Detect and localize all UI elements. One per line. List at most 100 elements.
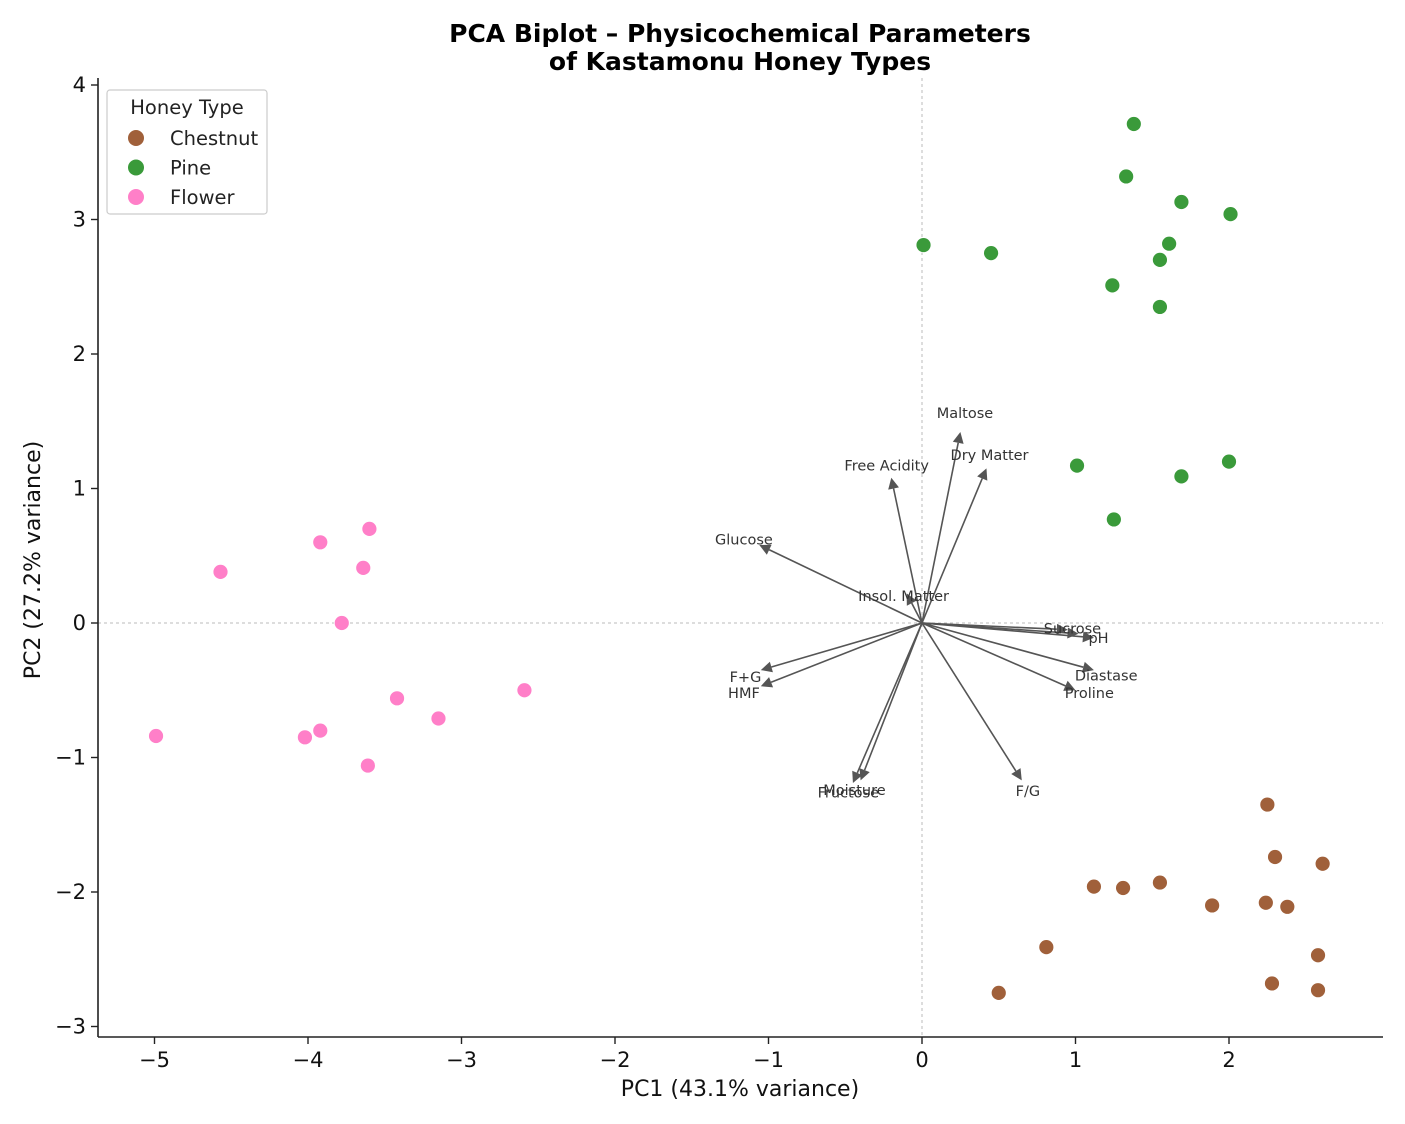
loading-shaft [768,549,923,624]
legend: Honey Type Chestnut Pine Flower [106,89,268,215]
loading-label: Insol. Matter [858,589,949,605]
data-point-pine [915,237,932,253]
loading-vector [921,622,1094,673]
loading-label: Dry Matter [951,448,1029,464]
data-point-chestnut [1115,880,1131,896]
loading-arrowhead [760,677,774,688]
legend-label-pine: Pine [170,157,211,180]
loading-label: Maltose [937,406,994,422]
data-point-chestnut [1310,982,1326,999]
x-axis-label: PC1 (43.1% variance) [621,1077,859,1102]
data-point-flower [355,559,372,576]
data-point-flower [359,757,376,774]
x-tick-label: 2 [1222,1048,1235,1072]
loading-arrowhead [852,770,863,784]
loading-vector [921,622,1022,781]
legend-marker-chestnut [128,130,144,146]
data-point-pine [1152,251,1168,268]
loading-shaft [863,622,923,771]
y-tick-label: 1 [73,477,86,501]
loading-shaft [771,622,923,668]
loading-arrowhead [888,477,899,490]
data-point-chestnut [1038,939,1055,956]
loading-shaft [911,602,923,624]
loading-shaft [921,622,1084,668]
data-point-pine [1118,168,1135,185]
loading-arrowhead [1063,680,1076,691]
zero-reference-lines [98,78,1383,1037]
data-point-flower [516,682,533,699]
loading-label: HMF [728,686,760,702]
data-point-chestnut [1314,855,1331,872]
data-point-chestnut [1279,898,1296,915]
data-point-pine [1069,457,1085,474]
loading-vector [921,622,1076,691]
loading-vectors [759,432,1094,784]
legend-marker-pine [128,159,144,176]
data-point-flower [148,728,164,744]
legend-box [106,89,268,215]
x-tick-label: 0 [915,1048,928,1072]
x-tick-label: −1 [753,1048,784,1072]
data-point-flower [312,534,329,551]
loading-vector [760,622,923,688]
y-tick-label: −1 [55,746,86,770]
data-point-pine [1173,194,1190,210]
x-tick-label: 1 [1069,1048,1082,1072]
data-point-pine [1222,206,1239,223]
loading-label: F+G [730,670,762,686]
y-tick-label: 2 [73,342,86,366]
loading-arrowhead [1081,661,1094,673]
loading-label: Proline [1065,686,1114,702]
data-point-chestnut [1264,975,1280,992]
legend-entries: Chestnut Pine Flower [128,127,258,209]
y-axis-ticks: −3 −2 −1 0 1 2 3 4 [55,73,98,1039]
loading-shaft [921,478,983,624]
y-tick-label: −3 [55,1015,86,1039]
data-point-chestnut [1257,894,1274,911]
loading-label: Fructose [818,785,880,801]
chart-title: PCA Biplot – Physicochemical Parameters … [449,19,1031,76]
y-tick-label: 3 [73,208,86,232]
chart-title-line-2: of Kastamonu Honey Types [549,47,931,76]
data-point-chestnut [1152,874,1168,891]
loading-label: Glucose [715,533,773,549]
data-point-pine [1173,468,1190,485]
loading-vector [852,622,923,784]
data-point-chestnut [1259,796,1276,813]
loading-vector [921,622,1079,639]
loading-vector [921,432,964,624]
series-pine [915,116,1239,528]
data-point-flower [333,615,350,631]
loading-shaft [921,622,1017,772]
data-point-pine [1152,299,1168,315]
data-point-pine [1221,453,1237,470]
data-point-pine [1104,277,1121,294]
loading-shaft [921,622,1068,634]
loading-shaft [921,442,959,624]
x-tick-label: −5 [139,1048,170,1072]
loading-arrowhead [760,661,773,673]
loading-shaft [921,622,1066,687]
data-point-flower [297,729,313,746]
loading-vector [859,622,923,781]
loading-arrowhead [1082,631,1094,643]
scatter-points [148,116,1331,1001]
data-point-flower [312,722,329,739]
loading-label: pH [1088,631,1108,647]
legend-title: Honey Type [130,96,243,119]
loading-arrowhead [1067,627,1079,639]
data-point-flower [389,690,405,707]
data-point-chestnut [1204,897,1221,914]
data-point-pine [1125,116,1142,132]
legend-label-chestnut: Chestnut [170,127,258,150]
loading-arrowhead [906,593,917,606]
y-tick-label: 4 [73,73,86,97]
loading-arrowhead [1011,768,1022,781]
series-flower [148,520,533,774]
data-point-pine [983,245,999,262]
legend-label-flower: Flower [170,186,236,209]
data-point-pine [1161,235,1178,252]
loading-vector [759,544,923,624]
